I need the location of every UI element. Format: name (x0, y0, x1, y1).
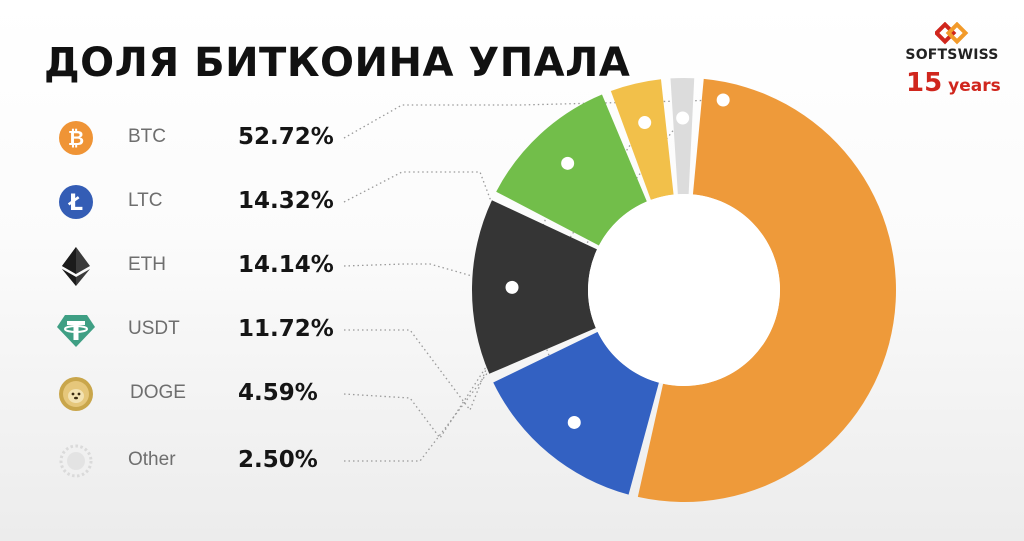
brand-years-number: 15 (906, 68, 943, 98)
brand-years: 15 years (900, 68, 1004, 98)
donut-slices (472, 78, 897, 503)
leader-lines (343, 99, 724, 462)
tether-icon (57, 315, 95, 347)
brand-name: SOFTSWISS (905, 47, 999, 63)
slice-marker-eth (505, 280, 519, 294)
legend-value: 11.72% (238, 316, 334, 342)
dogecoin-icon (59, 377, 93, 411)
slice-marker-other (676, 111, 690, 125)
legend-value: 14.32% (238, 188, 334, 214)
legend-value: 14.14% (238, 252, 334, 278)
softswiss-logo-icon (935, 22, 969, 45)
legend-item-usdt: USDT 11.72% (52, 308, 352, 352)
legend-label: BTC (128, 126, 166, 147)
legend-item-ltc: Ł LTC 14.32% (52, 180, 352, 224)
slice-marker-doge (638, 116, 652, 130)
legend-label: ETH (128, 254, 166, 275)
slice-btc (637, 78, 897, 503)
svg-text:Ł: Ł (68, 191, 83, 216)
other-coins-icon (59, 444, 93, 478)
litecoin-icon: Ł (59, 185, 93, 219)
legend-value: 4.59% (238, 380, 318, 406)
brand-years-word: years (948, 76, 1001, 96)
leader-line-usdt (344, 163, 569, 412)
slice-ltc (493, 331, 659, 495)
svg-text:₿: ₿ (68, 126, 84, 150)
leader-line-doge (343, 122, 646, 440)
ethereum-icon (62, 247, 90, 286)
slice-doge (610, 79, 674, 200)
leader-line-eth (343, 263, 513, 288)
slice-marker-usdt (561, 156, 575, 170)
slice-marker-ltc (567, 415, 581, 429)
leader-line-ltc (343, 171, 575, 423)
donut-hole (588, 194, 780, 386)
slice-markers (505, 93, 730, 429)
page-title: ДОЛЯ БИТКОИНА УПАЛА (44, 40, 631, 86)
legend-label: DOGE (130, 382, 186, 403)
legend-label: USDT (128, 318, 180, 339)
brand-logo-block: SOFTSWISS 15 years (900, 22, 1004, 98)
slice-eth (472, 200, 598, 374)
slice-other (670, 78, 695, 195)
bitcoin-icon: ₿ (59, 121, 93, 155)
legend-item-doge: DOGE 4.59% (52, 372, 352, 416)
slice-marker-btc (716, 93, 730, 107)
slice-usdt (496, 94, 647, 246)
legend-item-eth: ETH 14.14% (52, 244, 352, 288)
legend-value: 2.50% (238, 447, 318, 473)
legend-label: LTC (128, 190, 163, 211)
legend-value: 52.72% (238, 124, 334, 150)
legend-item-btc: ₿ BTC 52.72% (52, 116, 352, 160)
legend-label: Other (128, 449, 176, 470)
legend-item-other: Other 2.50% (52, 439, 352, 483)
